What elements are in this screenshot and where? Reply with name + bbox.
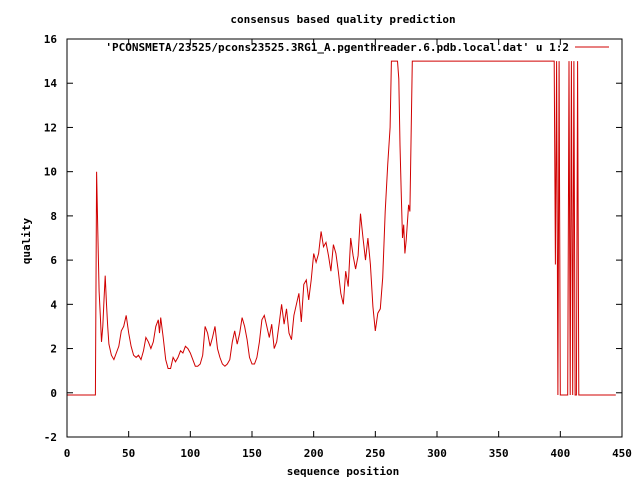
x-tick-label: 450	[612, 447, 632, 460]
x-tick-label: 100	[180, 447, 200, 460]
y-tick-label: -2	[44, 431, 57, 444]
y-tick-label: 6	[50, 254, 57, 267]
y-tick-label: 2	[50, 343, 57, 356]
series-lines	[67, 60, 616, 396]
y-tick-label: 8	[50, 210, 57, 223]
x-tick-label: 250	[365, 447, 385, 460]
y-tick-label: 10	[44, 166, 57, 179]
x-axis-label: sequence position	[287, 465, 400, 478]
y-tick-label: 12	[44, 121, 57, 134]
y-tick-label: 16	[44, 33, 58, 46]
x-tick-label: 50	[122, 447, 135, 460]
chart-title: consensus based quality prediction	[230, 13, 455, 26]
x-tick-label: 0	[64, 447, 71, 460]
legend-label: 'PCONSMETA/23525/pcons23525.3RG1_A.pgent…	[105, 41, 569, 54]
x-tick-label: 200	[304, 447, 324, 460]
x-tick-label: 150	[242, 447, 262, 460]
y-axis-label: quality	[20, 217, 33, 264]
series-line	[67, 60, 616, 396]
axis-ticks: -2 0 2 4 6 8 10 12 14 16 0 50 100 150 200 250 300 350 400 4…	[44, 33, 632, 460]
y-tick-label: 4	[50, 298, 57, 311]
x-tick-label: 350	[489, 447, 509, 460]
x-tick-label: 400	[550, 447, 570, 460]
y-tick-label: 0	[50, 387, 57, 400]
legend: 'PCONSMETA/23525/pcons23525.3RG1_A.pgent…	[105, 41, 609, 54]
plot-frame	[66, 38, 623, 438]
x-tick-label: 300	[427, 447, 447, 460]
y-tick-label: 14	[44, 77, 58, 90]
